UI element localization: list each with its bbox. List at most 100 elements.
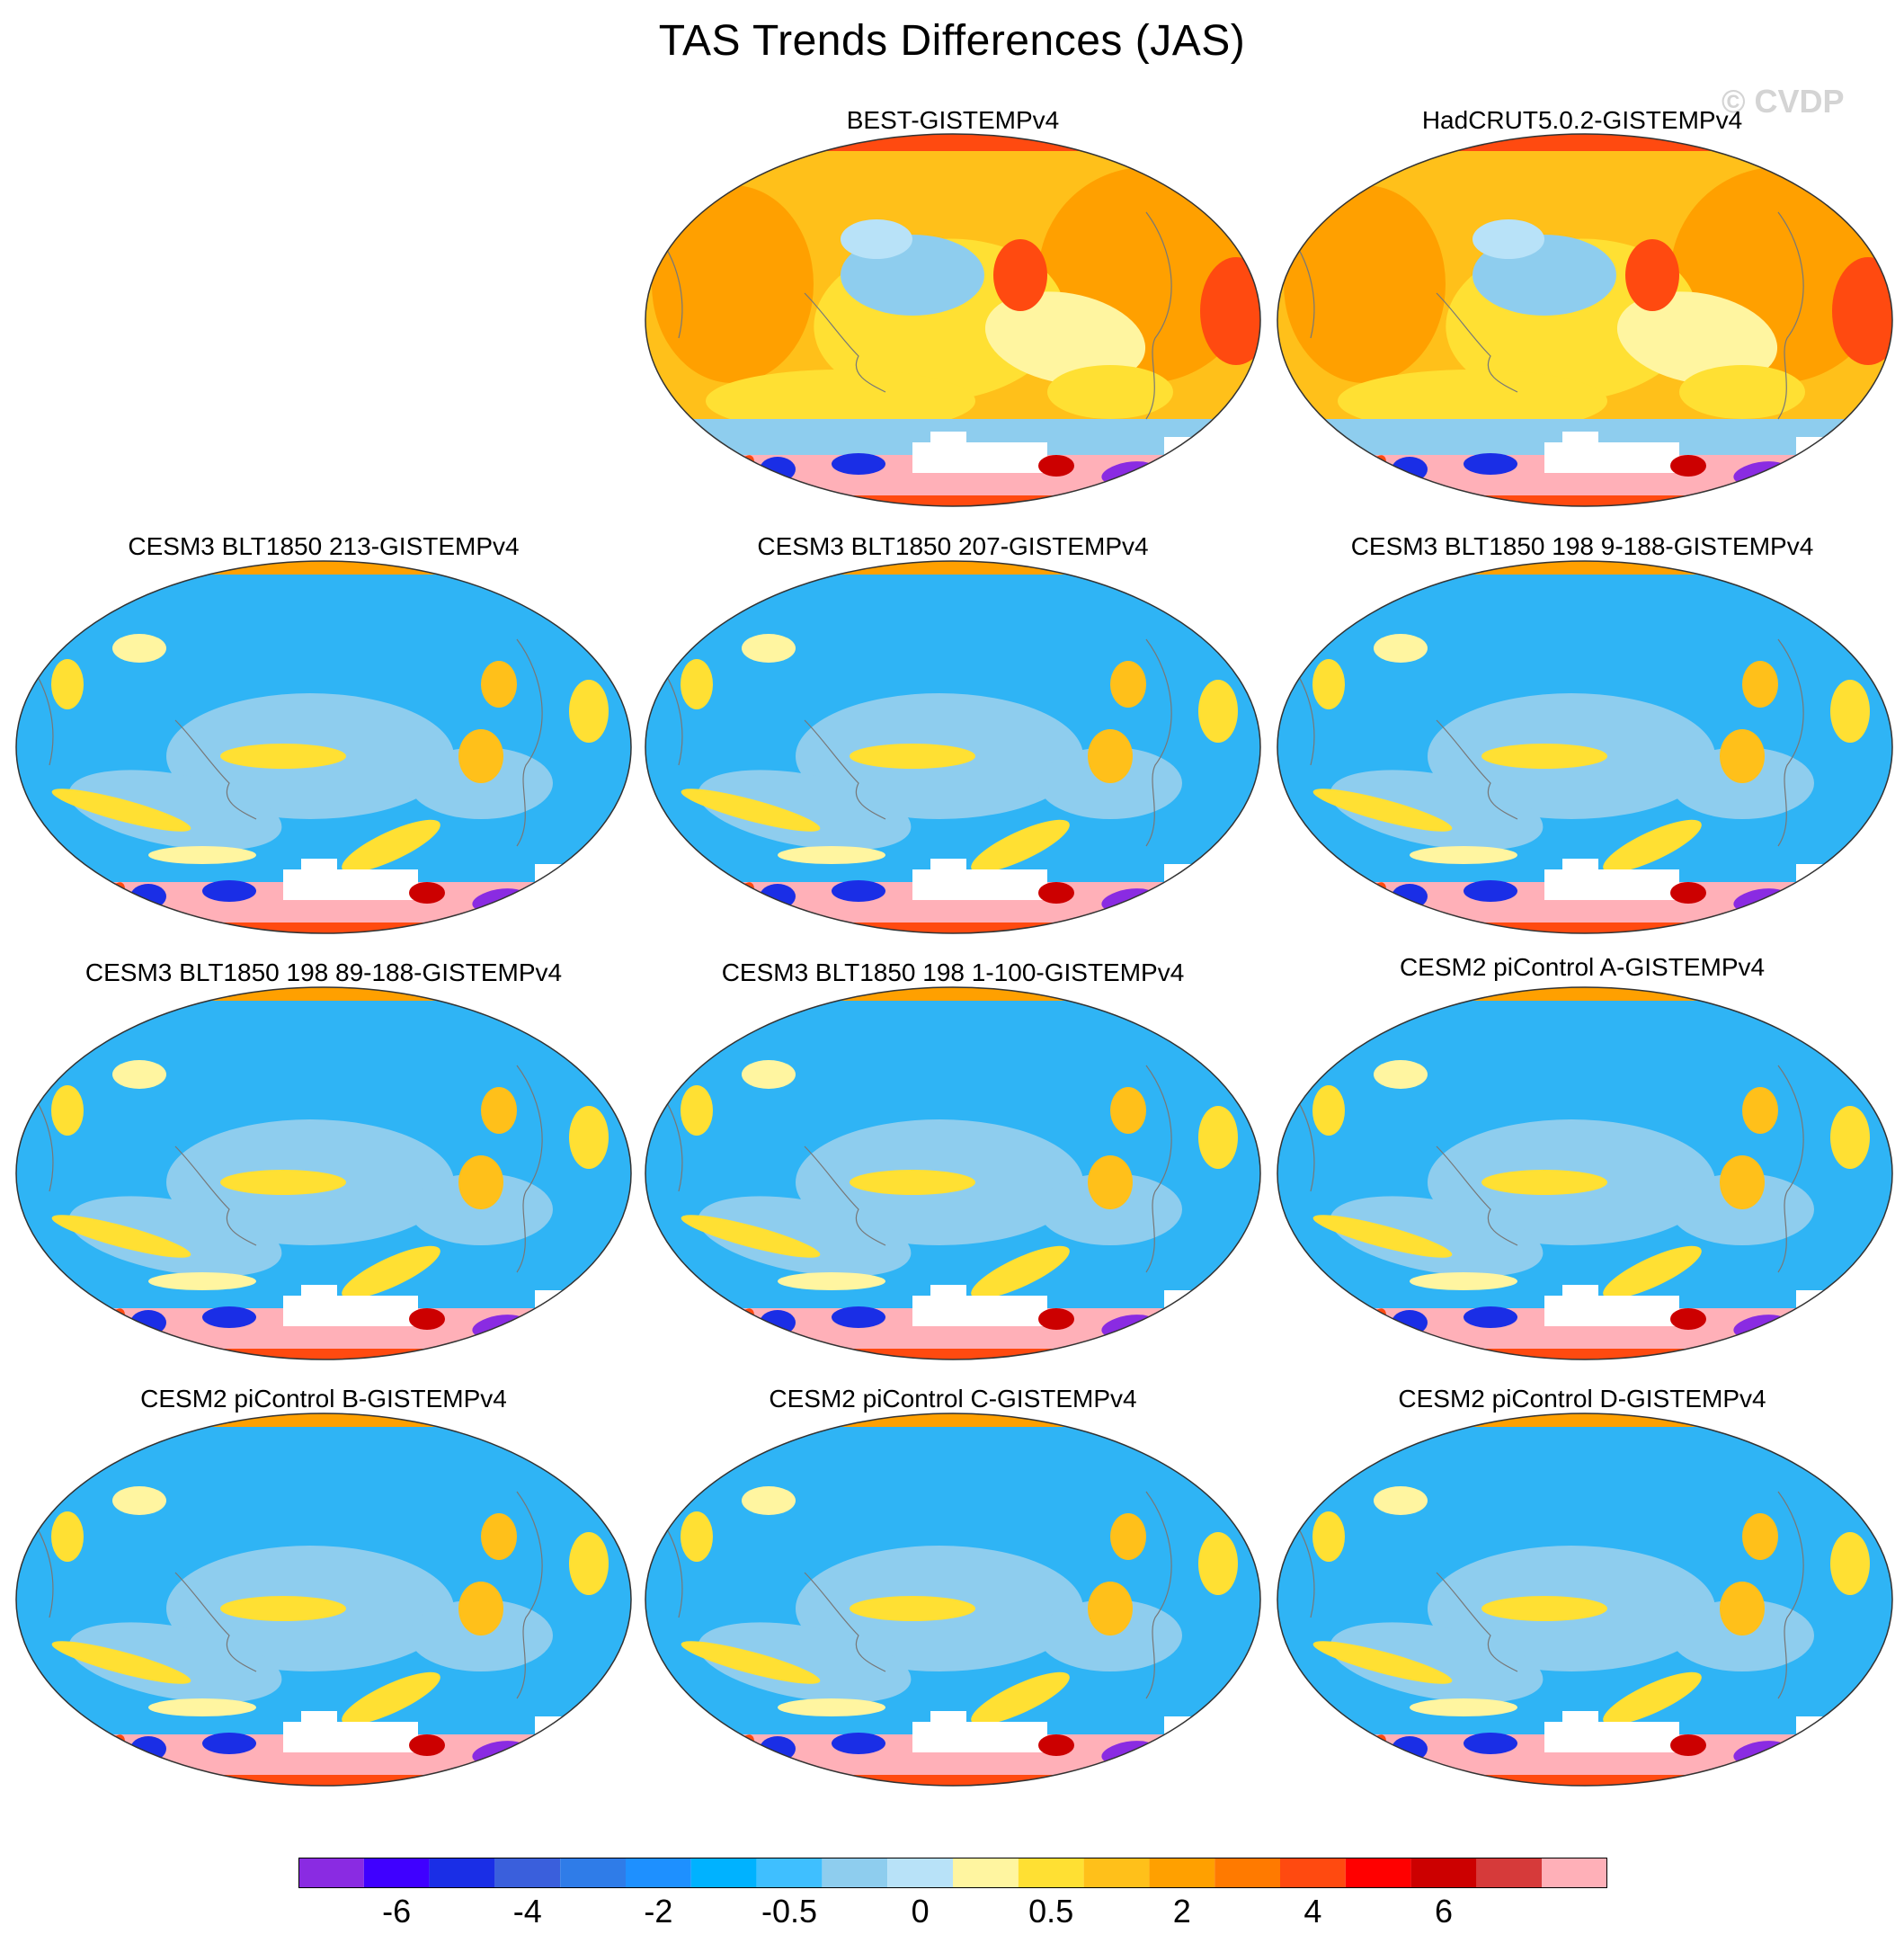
anomaly-blob <box>850 1170 975 1195</box>
missing-data <box>301 1711 337 1724</box>
missing-data <box>912 1722 1047 1752</box>
colorbar-swatch <box>626 1858 691 1888</box>
anomaly-blob <box>1374 1060 1428 1089</box>
colorbar-swatch <box>1214 1858 1280 1888</box>
missing-data <box>1544 1296 1679 1326</box>
anomaly-blob <box>1312 659 1345 709</box>
anomaly-blob <box>458 1582 503 1636</box>
coastline <box>1145 1491 1172 1699</box>
anomaly-blob <box>1720 1582 1765 1636</box>
anomaly-blob <box>1679 365 1805 419</box>
panel-title: CESM2 piControl A-GISTEMPv4 <box>1399 953 1766 981</box>
coastline <box>804 292 886 393</box>
anomaly-blob <box>742 1060 796 1089</box>
anomaly-blob <box>1670 455 1706 477</box>
coastline <box>1777 1065 1804 1273</box>
coastline <box>804 719 886 820</box>
coastline <box>516 638 543 847</box>
anomaly-blob <box>681 1215 821 1258</box>
anomaly-blob <box>1481 1170 1607 1195</box>
missing-data <box>1544 869 1679 900</box>
anomaly-blob <box>1330 1622 1544 1703</box>
missing-data <box>1796 1716 1877 1736</box>
anomaly-blob <box>1472 219 1544 259</box>
colorbar-swatch <box>1280 1858 1346 1888</box>
map-outline <box>1277 133 1893 507</box>
anomaly-blob <box>850 744 975 769</box>
missing-data <box>930 1711 966 1724</box>
anomaly-blob <box>569 1106 609 1169</box>
panel-title: CESM3 BLT1850 198 9-188-GISTEMPv4 <box>1350 532 1814 560</box>
anomaly-blob <box>1625 239 1679 311</box>
colorbar-swatch <box>887 1858 953 1888</box>
panel-title: CESM3 BLT1850 213-GISTEMPv4 <box>128 532 520 560</box>
colorbar-tick-label: -6 <box>382 1893 412 1930</box>
map-panel <box>1277 560 1893 934</box>
anomaly-blob <box>1410 1272 1517 1290</box>
missing-data <box>1562 1711 1598 1724</box>
anomaly-blob <box>409 1308 445 1330</box>
map-outline <box>1277 986 1893 1360</box>
anomaly-blob <box>1038 455 1074 477</box>
colorbar-tick-label: 0 <box>911 1893 930 1930</box>
anomaly-blob <box>742 634 796 663</box>
anomaly-blob <box>832 453 885 475</box>
missing-data <box>1796 1290 1877 1310</box>
panel-title: CESM2 piControl C-GISTEMPv4 <box>769 1385 1137 1413</box>
colorbar-swatch <box>1410 1858 1477 1888</box>
anomaly-blob <box>652 185 814 383</box>
anomaly-blob <box>51 659 84 709</box>
anomaly-blob <box>112 1060 166 1089</box>
missing-data <box>912 869 1047 900</box>
anomaly-blob <box>1374 634 1428 663</box>
map-panel <box>645 560 1261 934</box>
anomaly-blob <box>1110 1087 1146 1134</box>
anomaly-blob <box>971 1671 1070 1725</box>
coastline <box>804 1572 886 1672</box>
colorbar-tick-label: 4 <box>1303 1893 1322 1930</box>
anomaly-blob <box>342 1671 440 1725</box>
anomaly-blob <box>1481 744 1607 769</box>
anomaly-blob <box>832 1306 885 1328</box>
anomaly-blob <box>481 661 517 708</box>
missing-data <box>912 1296 1047 1326</box>
anomaly-blob <box>220 1170 346 1195</box>
anomaly-blob <box>481 1087 517 1134</box>
anomaly-blob <box>1312 1511 1345 1562</box>
anomaly-blob <box>1603 1671 1702 1725</box>
coastline <box>1145 1065 1172 1273</box>
colorbar-swatch <box>1542 1858 1607 1888</box>
panel-title: CESM3 BLT1850 198 1-100-GISTEMPv4 <box>721 958 1185 986</box>
anomaly-blob <box>409 882 445 904</box>
colorbar-swatch <box>756 1858 823 1888</box>
colorbar <box>298 1858 1607 1888</box>
map-panel <box>645 133 1261 507</box>
anomaly-blob <box>112 1486 166 1515</box>
anomaly-blob <box>698 770 912 851</box>
anomaly-blob <box>1038 1734 1074 1756</box>
coastline <box>1145 638 1172 847</box>
anomaly-blob <box>1830 680 1870 743</box>
anomaly-blob <box>1464 880 1517 902</box>
anomaly-blob <box>342 1245 440 1299</box>
map-outline <box>645 1413 1261 1787</box>
anomaly-blob <box>971 819 1070 873</box>
anomaly-blob <box>1374 1486 1428 1515</box>
coastline <box>804 1145 886 1246</box>
anomaly-blob <box>1464 1306 1517 1328</box>
anomaly-blob <box>1088 1155 1133 1209</box>
map-outline <box>15 986 632 1360</box>
map-outline <box>15 1413 632 1787</box>
map-panel <box>15 986 632 1360</box>
anomaly-blob <box>742 1486 796 1515</box>
missing-data <box>1544 1722 1679 1752</box>
panel-title: HadCRUT5.0.2-GISTEMPv4 <box>1421 106 1743 134</box>
anomaly-blob <box>220 1596 346 1621</box>
coastline <box>1436 292 1518 393</box>
figure-title: TAS Trends Differences (JAS) <box>658 17 1246 65</box>
anomaly-blob <box>112 634 166 663</box>
anomaly-blob <box>1742 661 1778 708</box>
colorbar-swatch <box>1018 1858 1084 1888</box>
anomaly-blob <box>1110 1513 1146 1560</box>
anomaly-blob <box>51 1215 191 1258</box>
